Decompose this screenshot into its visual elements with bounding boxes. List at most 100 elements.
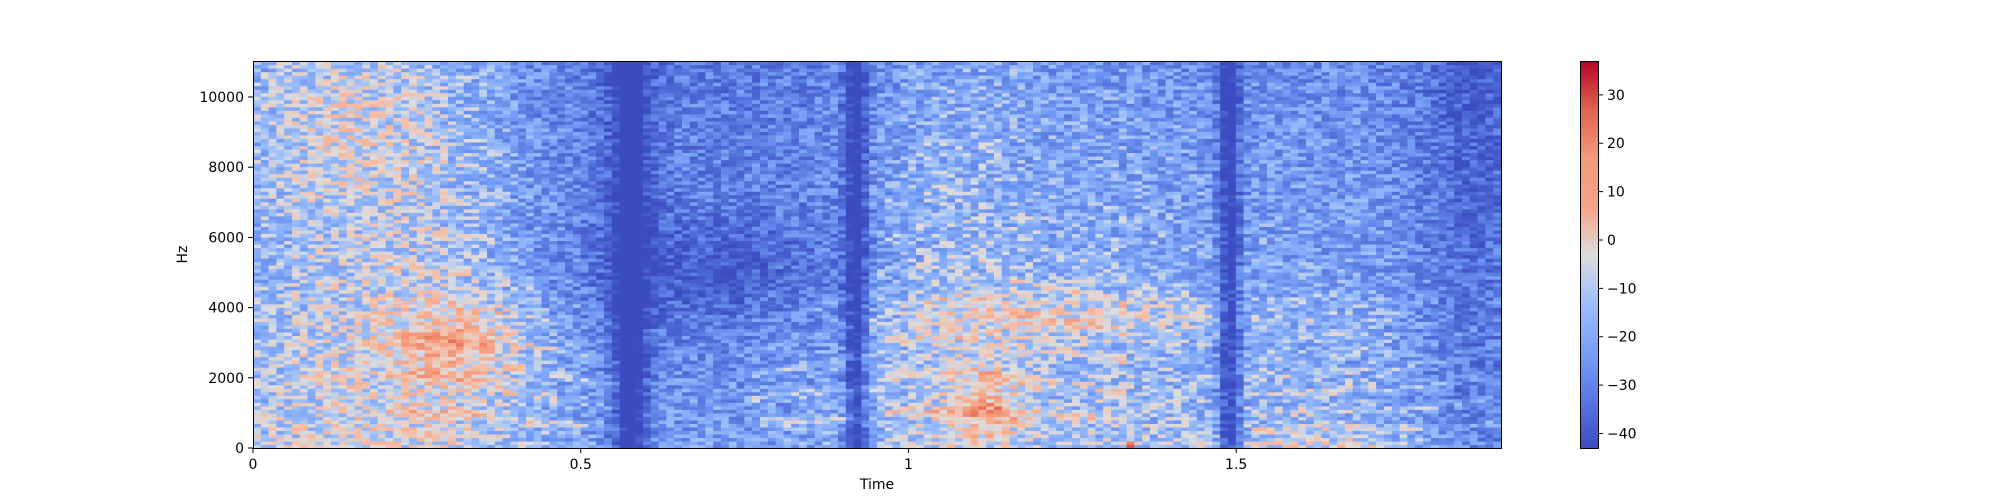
heatmap-cell [338,198,348,203]
heatmap-cell [393,64,402,69]
heatmap-cell [401,226,410,231]
heatmap-cell [370,349,379,354]
heatmap-cell [479,110,488,115]
heatmap-cell [362,360,371,365]
heatmap-cell [268,138,277,143]
heatmap-cell [315,219,324,224]
heatmap-cell [393,78,402,83]
heatmap-cell [440,64,449,69]
heatmap-cell [362,152,371,157]
heatmap-cell [307,208,316,213]
heatmap-cell [518,184,527,189]
heatmap-cell [518,131,527,136]
heatmap-cell [487,205,496,210]
heatmap-cell [284,279,293,284]
heatmap-cell [565,103,574,108]
heatmap-cell [401,282,410,287]
heatmap-cell [385,282,394,287]
heatmap-cell [432,138,441,143]
heatmap-cell [596,342,605,347]
heatmap-cell [362,236,371,242]
heatmap-cell [292,272,301,277]
heatmap-cell [393,212,402,217]
heatmap-cell [440,289,449,294]
heatmap-cell [385,416,394,421]
heatmap-cell [510,286,519,291]
heatmap-cell [307,247,316,252]
heatmap-cell [260,268,270,273]
heatmap-cell [463,317,472,322]
heatmap-cell [518,127,527,132]
heatmap-cell [416,289,426,294]
heatmap-cell [455,194,465,199]
heatmap-cell [268,177,277,182]
heatmap-cell [424,61,433,66]
heatmap-cell [533,444,543,448]
heatmap-cell [541,426,550,432]
heatmap-cell [370,191,379,196]
heatmap-cell [268,148,277,154]
heatmap-cell [565,275,574,280]
heatmap-cell [401,89,410,94]
heatmap-cell [510,106,519,111]
heatmap-cell [299,222,309,227]
heatmap-cell [323,367,332,372]
heatmap-cell [377,205,387,210]
heatmap-cell [494,205,504,210]
heatmap-cell [479,367,488,372]
heatmap-cell [463,201,472,206]
heatmap-cell [526,388,535,393]
heatmap-cell [354,68,363,73]
heatmap-cell [260,374,270,379]
heatmap-cell [463,92,472,97]
heatmap-cell [471,205,480,210]
heatmap-cell [494,159,504,164]
heatmap-cell [572,78,582,83]
heatmap-cell [370,272,379,277]
heatmap-cell [393,229,402,234]
heatmap-cell [572,353,582,358]
heatmap-cell [580,68,589,73]
heatmap-cell [541,187,550,192]
heatmap-cell [463,166,472,171]
heatmap-cell [307,250,316,256]
heatmap-cell [471,68,480,73]
heatmap-cell [510,395,519,400]
heatmap-cell [424,222,433,227]
heatmap-cell [479,345,488,351]
heatmap-cell [385,310,394,315]
heatmap-cell [315,370,324,375]
heatmap-cell [455,416,465,421]
heatmap-cell [354,416,363,421]
heatmap-cell [416,159,426,164]
heatmap-cell [533,282,543,287]
heatmap-cell [385,409,394,414]
heatmap-cell [432,416,441,421]
heatmap-cell [393,141,402,147]
heatmap-cell [346,310,355,315]
heatmap-cell [518,247,527,252]
heatmap-cell [315,360,324,365]
heatmap-cell [284,363,293,368]
heatmap-cell [292,131,301,136]
heatmap-cell [588,444,597,448]
heatmap-cell [487,127,496,132]
heatmap-cell [463,155,472,161]
heatmap-cell [580,384,589,389]
heatmap-cell [299,261,309,266]
heatmap-cell [416,345,426,351]
heatmap-cell [401,82,410,87]
heatmap-cell [354,208,363,213]
heatmap-cell [502,430,511,435]
heatmap-cell [588,198,597,203]
heatmap-cell [260,296,270,301]
heatmap-cell [354,437,363,442]
heatmap-cell [572,321,582,326]
heatmap-cell [487,444,496,448]
heatmap-cell [494,272,504,277]
heatmap-cell [487,416,496,421]
heatmap-cell [572,120,582,125]
heatmap-cell [455,201,465,206]
heatmap-cell [393,258,402,263]
heatmap-cell [377,303,387,308]
